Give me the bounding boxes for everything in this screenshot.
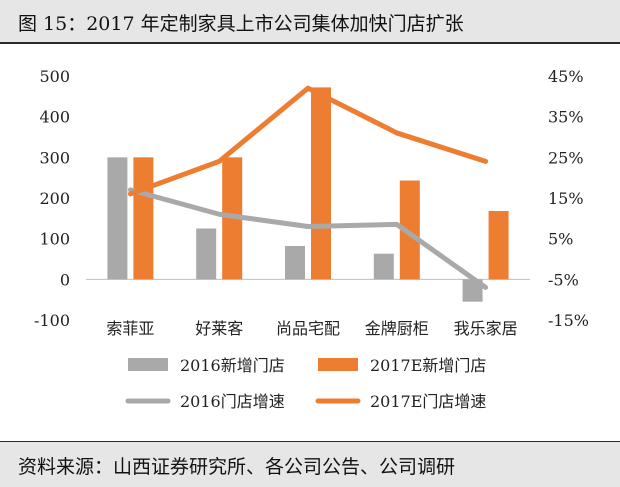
bar-gray xyxy=(107,157,128,280)
left-axis-tick-label: -100 xyxy=(34,311,70,330)
bar-orange xyxy=(133,157,154,280)
legend-label: 2016门店增速 xyxy=(180,392,285,411)
series-line-orange xyxy=(127,85,489,197)
source-note: 资料来源：山西证券研究所、各公司公告、公司调研 xyxy=(18,456,456,478)
left-axis-tick-label: 400 xyxy=(39,108,70,127)
title-band: 图 15：2017 年定制家具上市公司集体加快门店扩张 xyxy=(0,0,620,44)
legend-swatch-bar xyxy=(128,358,168,371)
right-axis-tick-label: -15% xyxy=(548,311,589,330)
figure-title: 图 15：2017 年定制家具上市公司集体加快门店扩张 xyxy=(18,13,464,35)
legend-label: 2017E门店增速 xyxy=(370,392,486,411)
legend-label: 2016新增门店 xyxy=(180,356,285,375)
category-label: 尚品宅配 xyxy=(276,319,340,338)
right-axis-tick-label: 35% xyxy=(548,108,584,127)
right-axis-tick-label: -5% xyxy=(548,270,579,289)
bar-gray xyxy=(373,253,394,280)
right-axis-tick-label: 5% xyxy=(548,230,573,249)
left-axis-tick-label: 200 xyxy=(39,189,70,208)
bar-orange xyxy=(399,180,420,280)
left-axis-tick-label: 100 xyxy=(39,230,70,249)
legend-label: 2017E新增门店 xyxy=(370,356,486,375)
left-axis-tick-label: 0 xyxy=(60,270,70,289)
category-label: 好莱客 xyxy=(195,319,243,338)
bar-orange xyxy=(488,211,509,280)
right-axis-tick-label: 15% xyxy=(548,189,584,208)
bar-orange xyxy=(311,87,331,280)
category-label: 金牌厨柜 xyxy=(365,319,429,338)
legend-swatch-bar xyxy=(318,358,358,371)
right-axis-tick-label: 25% xyxy=(548,148,584,167)
category-label: 我乐家居 xyxy=(454,319,518,338)
left-axis-tick-label: 300 xyxy=(39,148,70,167)
right-axis-tick-label: 45% xyxy=(548,67,584,86)
source-band: 资料来源：山西证券研究所、各公司公告、公司调研 xyxy=(0,441,620,487)
bar-gray xyxy=(285,245,305,280)
bar-gray xyxy=(462,279,483,302)
bar-gray xyxy=(196,228,217,280)
left-axis-tick-label: 500 xyxy=(39,67,70,86)
category-label: 索菲亚 xyxy=(106,319,154,338)
series-line-gray xyxy=(127,187,489,290)
